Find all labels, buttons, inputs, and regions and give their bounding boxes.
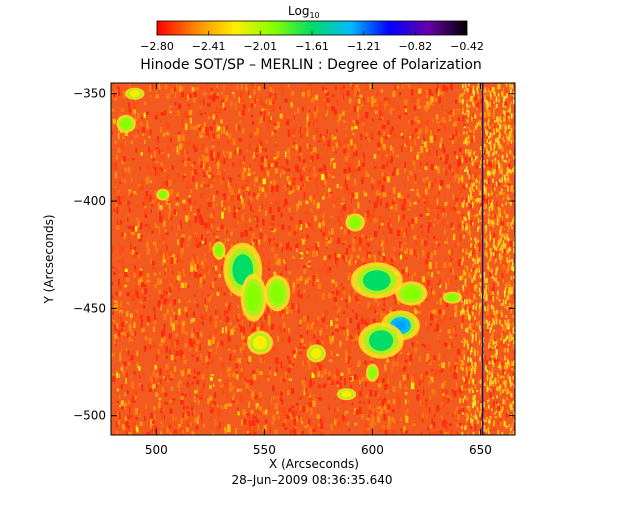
polarization-region [156,188,170,201]
colorbar-tick-label: −2.80 [140,40,174,53]
polarization-region [350,262,403,299]
colorbar-tick-label: −1.61 [295,40,329,53]
y-axis-label: Y (Arcseconds) [42,214,56,304]
polarization-region [125,87,145,100]
polarization-region [116,114,136,133]
colorbar-tick-label: −0.42 [450,40,484,53]
polarization-region [395,281,428,306]
colorbar-ticks: −2.80 −2.41 −2.01 −1.61 −1.21 −0.82 −0.42 [140,31,484,53]
polarization-region [264,275,291,312]
y-tick-label: −500 [73,409,106,423]
polarization-region [247,330,274,355]
polarization-region [336,388,357,401]
x-axis-ticks: 500 550 600 650 [145,83,492,457]
colorbar-tick-label: −0.82 [398,40,432,53]
plot-frame [110,82,516,436]
colorbar-tick-label: −2.01 [243,40,277,53]
chart-title: Hinode SOT/SP – MERLIN : Degree of Polar… [140,57,482,73]
y-tick-label: −350 [73,87,106,101]
observation-date: 28–Jun–2009 08:36:35.640 [232,473,393,487]
x-axis-label: X (Arcseconds) [269,457,359,471]
polarization-region [358,322,404,359]
x-tick-label: 600 [361,443,384,457]
polarization-region [365,363,379,382]
x-tick-label: 500 [145,443,168,457]
polarization-region [212,241,226,260]
colorbar-label: Log10 [288,4,320,20]
polarization-region [442,291,463,304]
x-tick-label: 550 [253,443,276,457]
polarization-region [240,273,267,322]
colorbar-label-subscript: 10 [309,11,319,20]
map-texture [111,83,515,435]
y-tick-label: −400 [73,194,106,208]
polarization-region [306,344,326,363]
polarization-region [345,213,365,232]
y-axis-ticks: −350 −400 −450 −500 [73,87,515,423]
colorbar-tick-label: −2.41 [192,40,226,53]
colorbar-tick-label: −1.21 [347,40,381,53]
x-tick-label: 650 [469,443,492,457]
polarization-map [111,83,515,435]
y-tick-label: −450 [73,301,106,315]
polarization-regions [116,87,463,401]
